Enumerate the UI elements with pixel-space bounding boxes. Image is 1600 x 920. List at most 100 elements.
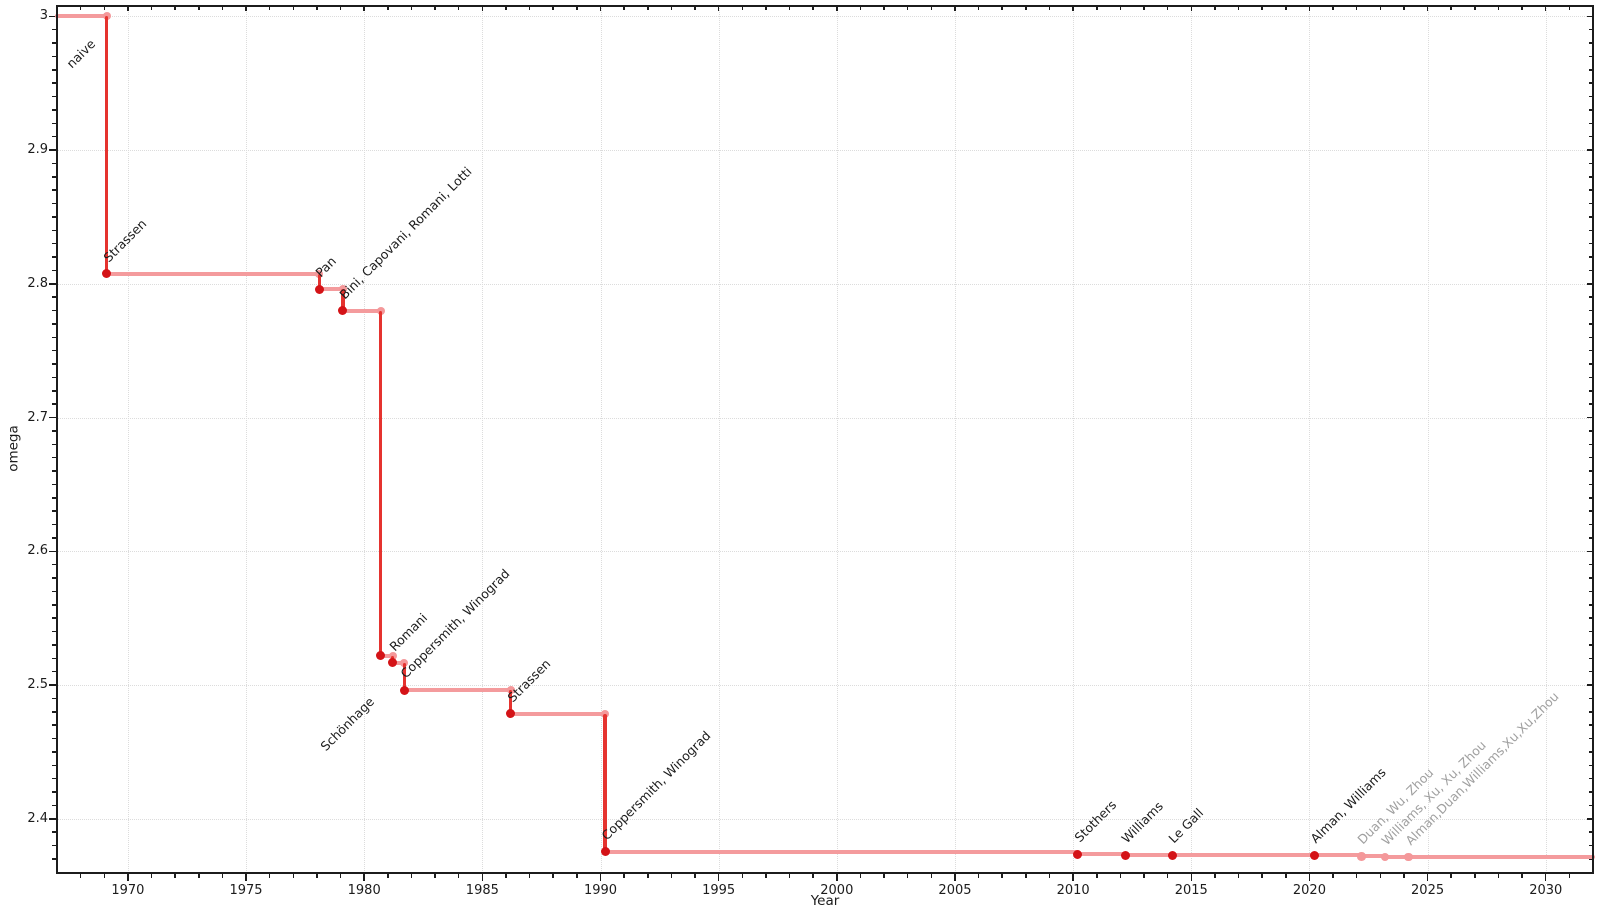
y-tick-left xyxy=(52,844,57,847)
x-tick-bottom xyxy=(1048,873,1051,878)
x-tick-bottom xyxy=(410,873,413,878)
point-label: Stothers xyxy=(1071,797,1120,846)
data-point-marker xyxy=(314,284,324,294)
data-point-marker xyxy=(1309,850,1319,860)
x-tick-top xyxy=(1521,6,1523,10)
x-tick-top xyxy=(292,6,295,10)
x-tick-bottom xyxy=(1355,873,1358,878)
data-point-marker xyxy=(506,709,516,719)
series-horizontal-segment xyxy=(1075,852,1128,856)
x-tick-top xyxy=(670,6,673,10)
x-tick-bottom xyxy=(1544,873,1547,881)
y-tick-left xyxy=(52,242,57,245)
x-tick-bottom xyxy=(457,873,460,878)
x-tick-top xyxy=(1261,6,1263,10)
y-tick-left xyxy=(52,256,57,258)
y-tick-right xyxy=(1588,483,1592,486)
x-tick-bottom xyxy=(1308,873,1311,881)
y-tick-left xyxy=(52,55,57,58)
y-tick-left xyxy=(52,470,57,472)
y-tick-right xyxy=(1588,95,1592,98)
x-tick-bottom xyxy=(103,873,105,878)
y-tick-right xyxy=(1587,550,1592,553)
x-tick-top xyxy=(717,6,720,11)
y-gridline xyxy=(57,685,1593,687)
y-tick-left xyxy=(52,724,57,726)
y-tick-left xyxy=(52,577,57,579)
x-tick-bottom xyxy=(930,873,933,878)
y-tick-left xyxy=(52,443,57,446)
x-tick-label: 1990 xyxy=(583,883,618,898)
x-gridline xyxy=(718,5,720,873)
x-tick-bottom xyxy=(505,873,507,878)
series-horizontal-segment xyxy=(317,287,345,292)
y-tick-right xyxy=(1588,657,1592,660)
x-tick-label: 2005 xyxy=(938,883,972,898)
x-tick-bottom xyxy=(1426,873,1429,881)
x-tick-top xyxy=(741,6,744,10)
y-tick-left xyxy=(52,523,57,526)
y-tick-right xyxy=(1588,229,1592,232)
data-point-marker xyxy=(376,651,386,661)
data-point-marker xyxy=(338,306,348,316)
y-tick-right xyxy=(1587,684,1592,686)
y-tick-right xyxy=(1588,831,1592,833)
y-tick-left xyxy=(49,416,57,419)
x-gridline xyxy=(954,5,956,873)
y-tick-label: 3 xyxy=(39,8,48,24)
y-tick-right xyxy=(1588,242,1592,245)
series-horizontal-segment xyxy=(55,14,109,19)
plot-frame-bottom xyxy=(56,872,1594,874)
y-tick-left xyxy=(52,630,57,633)
x-tick-bottom xyxy=(150,873,153,878)
x-tick-top xyxy=(363,6,365,11)
x-tick-bottom xyxy=(363,873,365,881)
x-tick-bottom xyxy=(127,873,129,881)
y-gridline xyxy=(57,417,1593,419)
y-tick-left xyxy=(52,777,57,780)
x-tick-top xyxy=(647,6,649,10)
x-tick-top xyxy=(1190,6,1193,11)
series-vertical-segment xyxy=(508,690,513,714)
x-tick-bottom xyxy=(977,873,980,878)
x-tick-label: 1975 xyxy=(229,883,263,898)
y-tick-left xyxy=(52,737,57,740)
x-tick-top xyxy=(1403,6,1405,10)
series-horizontal-segment xyxy=(508,711,608,716)
y-tick-right xyxy=(1588,791,1592,793)
y-tick-left xyxy=(52,670,57,673)
x-tick-bottom xyxy=(906,873,909,878)
x-tick-bottom xyxy=(1521,873,1523,878)
x-tick-top xyxy=(1119,6,1122,10)
y-gridline xyxy=(57,16,1593,18)
x-tick-top xyxy=(1001,6,1003,10)
series-horizontal-segment xyxy=(1170,853,1317,858)
x-tick-bottom xyxy=(1143,873,1145,878)
y-tick-left xyxy=(52,604,57,606)
y-tick-right xyxy=(1588,764,1592,767)
y-tick-right xyxy=(1588,510,1592,512)
y-tick-left xyxy=(52,349,57,352)
y-tick-left xyxy=(52,309,57,312)
x-tick-top xyxy=(576,6,578,10)
y-tick-right xyxy=(1588,630,1592,633)
y-gridline xyxy=(57,283,1593,285)
y-tick-right xyxy=(1588,55,1592,58)
y-tick-left xyxy=(52,537,57,539)
y-tick-right xyxy=(1588,390,1592,392)
y-tick-right xyxy=(1588,697,1592,700)
x-tick-bottom xyxy=(670,873,673,878)
x-axis-title: Year xyxy=(810,893,840,909)
series-horizontal-segment xyxy=(390,660,407,665)
y-tick-right xyxy=(1588,804,1592,807)
y-tick-left xyxy=(52,563,57,566)
x-tick-bottom xyxy=(1332,873,1334,878)
y-tick-right xyxy=(1588,644,1592,646)
y-tick-right xyxy=(1588,176,1592,178)
y-tick-left xyxy=(52,229,57,232)
y-tick-right xyxy=(1588,724,1592,726)
y-tick-right xyxy=(1588,42,1592,44)
y-tick-right xyxy=(1588,376,1592,379)
point-label: Williams xyxy=(1118,798,1167,847)
y-tick-right xyxy=(1587,283,1592,285)
